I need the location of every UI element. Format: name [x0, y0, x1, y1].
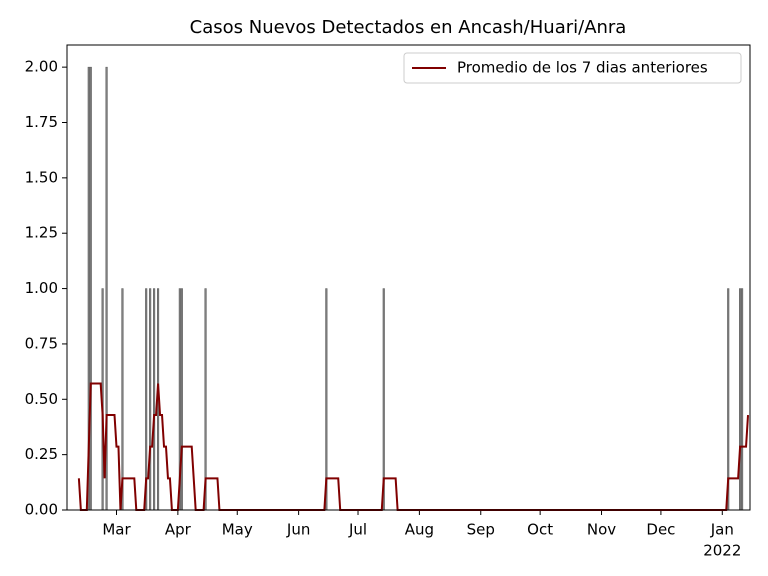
- legend-label: Promedio de los 7 dias anteriores: [457, 59, 708, 77]
- y-tick-label: 2.00: [25, 58, 58, 76]
- x-tick-label: Apr: [165, 521, 192, 539]
- x-tick-label: Jun: [286, 521, 310, 539]
- x-tick-label: Aug: [405, 521, 434, 539]
- legend-box: [403, 52, 742, 84]
- x-tick-label: Jul: [348, 521, 367, 539]
- y-tick-label: 0.00: [25, 501, 58, 519]
- x-tick-label: Nov: [587, 521, 616, 539]
- y-tick-label: 1.50: [25, 168, 58, 186]
- bar: [121, 288, 124, 511]
- bar: [153, 288, 156, 511]
- bar: [89, 66, 92, 511]
- y-tick-label: 1.75: [25, 113, 58, 131]
- bar: [204, 288, 207, 511]
- bar: [727, 288, 730, 511]
- chart-title: Casos Nuevos Detectados en Ancash/Huari/…: [190, 17, 627, 38]
- y-tick-label: 1.00: [25, 279, 58, 297]
- x-tick-label: Jan: [710, 521, 734, 539]
- bar: [180, 288, 183, 511]
- x-year-label: 2022: [703, 542, 741, 560]
- y-tick-label: 0.75: [25, 334, 58, 352]
- y-tick-label: 0.50: [25, 390, 58, 408]
- x-tick-label: May: [222, 521, 253, 539]
- x-tick-label: Oct: [527, 521, 553, 539]
- bar: [325, 288, 328, 511]
- x-tick-label: Mar: [102, 521, 131, 539]
- bar: [739, 288, 742, 511]
- x-tick-label: Dec: [646, 521, 675, 539]
- bar: [149, 288, 152, 511]
- plot-frame: [66, 44, 751, 511]
- x-tick-label: Sep: [467, 521, 495, 539]
- bar: [741, 288, 744, 511]
- bar: [382, 288, 385, 511]
- y-tick-label: 0.25: [25, 445, 58, 463]
- bar: [145, 288, 148, 511]
- y-tick-label: 1.25: [25, 224, 58, 242]
